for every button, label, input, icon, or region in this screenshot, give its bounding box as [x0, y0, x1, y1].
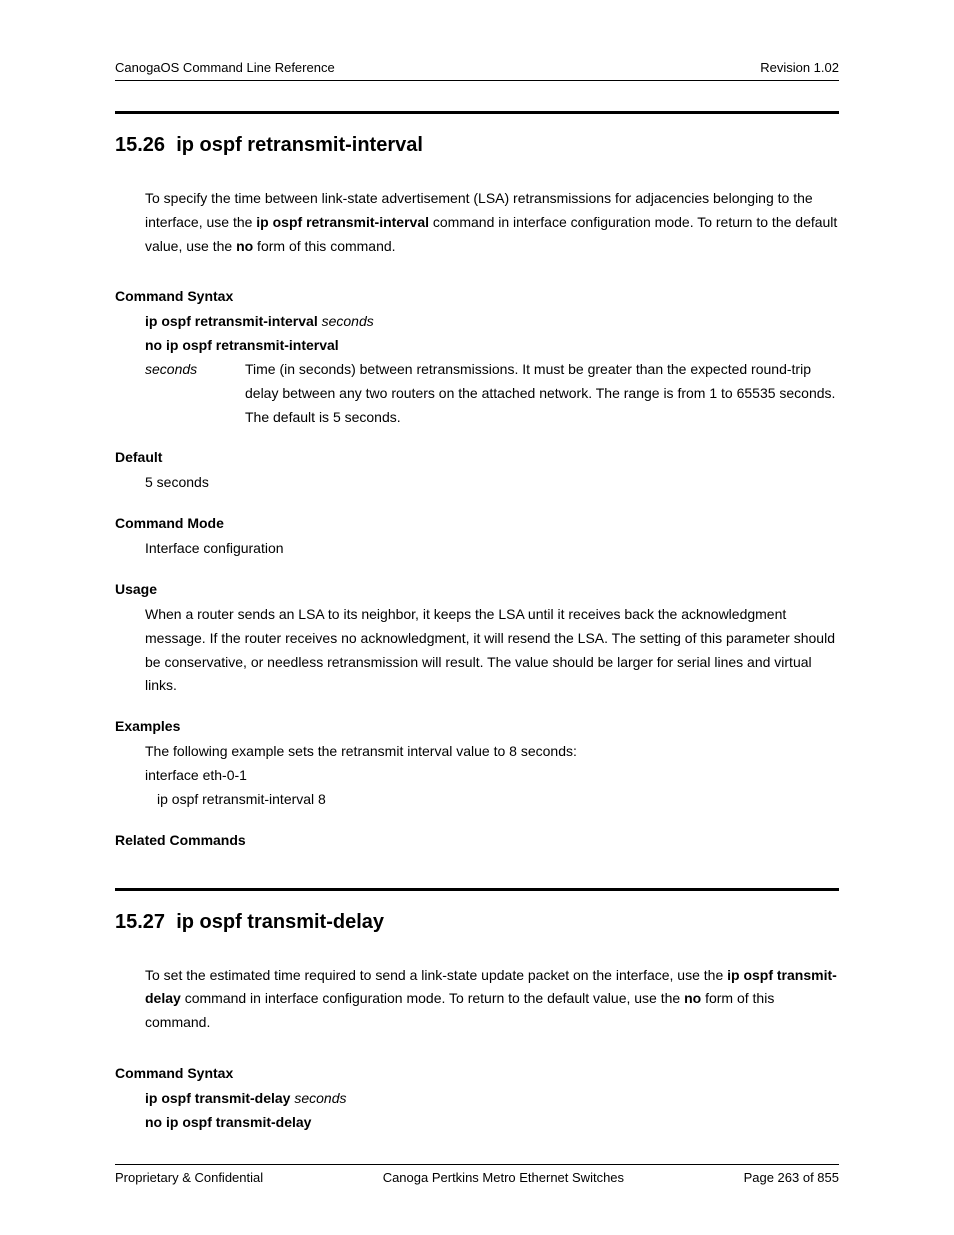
intro-text: form of this command. — [253, 238, 395, 254]
section-number: 15.27 — [115, 911, 165, 933]
syntax-bold: no ip ospf retransmit-interval — [145, 337, 339, 353]
section-name: ip ospf transmit-delay — [176, 911, 384, 933]
intro-no: no — [684, 990, 701, 1006]
usage-text: When a router sends an LSA to its neighb… — [145, 603, 839, 698]
page-header: CanogaOS Command Line Reference Revision… — [115, 60, 839, 81]
section-title-1526: 15.26 ip ospf retransmit-interval — [115, 134, 839, 157]
syntax-bold: ip ospf retransmit-interval — [145, 313, 318, 329]
page-footer: Proprietary & Confidential Canoga Pertki… — [115, 1164, 839, 1185]
syntax-block: ip ospf transmit-delay seconds no ip osp… — [145, 1087, 839, 1135]
examples-label: Examples — [115, 718, 839, 734]
section-name: ip ospf retransmit-interval — [176, 134, 423, 156]
param-row: seconds Time (in seconds) between retran… — [145, 358, 839, 429]
intro-paragraph: To set the estimated time required to se… — [145, 964, 839, 1035]
syntax-bold: no ip ospf transmit-delay — [145, 1114, 311, 1130]
syntax-line: no ip ospf transmit-delay — [145, 1111, 839, 1135]
header-right: Revision 1.02 — [760, 60, 839, 75]
syntax-bold: ip ospf transmit-delay — [145, 1090, 290, 1106]
default-value: 5 seconds — [145, 471, 839, 495]
syntax-arg: seconds — [294, 1090, 346, 1106]
related-commands-label: Related Commands — [115, 832, 839, 848]
footer-right: Page 263 of 855 — [744, 1170, 839, 1185]
footer-center: Canoga Pertkins Metro Ethernet Switches — [383, 1170, 624, 1185]
syntax-line: no ip ospf retransmit-interval — [145, 334, 839, 358]
section-number: 15.26 — [115, 134, 165, 156]
usage-label: Usage — [115, 581, 839, 597]
syntax-line: ip ospf transmit-delay seconds — [145, 1087, 839, 1111]
section-1527: 15.27 ip ospf transmit-delay To set the … — [115, 888, 839, 1135]
footer-left: Proprietary & Confidential — [115, 1170, 263, 1185]
header-left: CanogaOS Command Line Reference — [115, 60, 335, 75]
example-line: interface eth-0-1 — [145, 764, 839, 788]
syntax-block: ip ospf retransmit-interval seconds no i… — [145, 310, 839, 358]
section-divider — [115, 111, 839, 114]
command-mode-value: Interface configuration — [145, 537, 839, 561]
intro-no: no — [236, 238, 253, 254]
intro-text: To set the estimated time required to se… — [145, 967, 727, 983]
example-intro: The following example sets the retransmi… — [145, 740, 839, 764]
command-syntax-label: Command Syntax — [115, 288, 839, 304]
command-syntax-label: Command Syntax — [115, 1065, 839, 1081]
intro-paragraph: To specify the time between link-state a… — [145, 187, 839, 258]
param-desc: Time (in seconds) between retransmission… — [245, 358, 839, 429]
param-term: seconds — [145, 358, 245, 429]
section-title-1527: 15.27 ip ospf transmit-delay — [115, 911, 839, 934]
default-label: Default — [115, 449, 839, 465]
example-line: ip ospf retransmit-interval 8 — [145, 788, 839, 812]
intro-cmd: ip ospf retransmit-interval — [256, 214, 429, 230]
syntax-line: ip ospf retransmit-interval seconds — [145, 310, 839, 334]
syntax-arg: seconds — [322, 313, 374, 329]
command-mode-label: Command Mode — [115, 515, 839, 531]
intro-text: command in interface configuration mode.… — [181, 990, 684, 1006]
examples-block: The following example sets the retransmi… — [145, 740, 839, 811]
section-divider — [115, 888, 839, 891]
